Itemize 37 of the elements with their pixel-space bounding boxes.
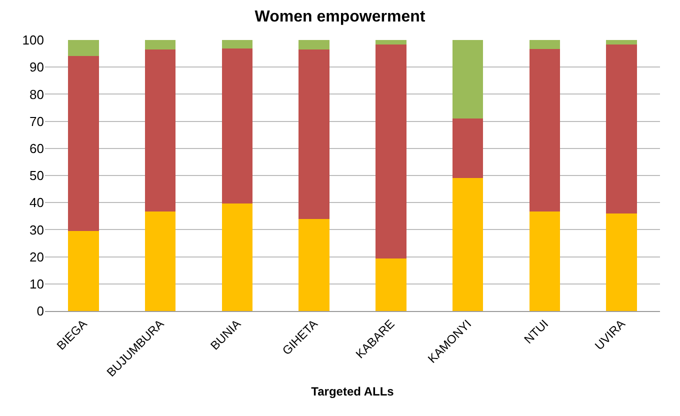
bar — [222, 40, 253, 48]
bar — [222, 48, 253, 204]
y-tick-label: 100 — [22, 32, 44, 48]
bar — [68, 56, 99, 232]
y-tick-label: 10 — [30, 276, 44, 292]
y-tick-label: 80 — [30, 86, 44, 102]
y-tick-label: 70 — [30, 114, 44, 129]
bar — [606, 214, 637, 311]
bar — [298, 49, 330, 220]
y-tick-label: 30 — [30, 222, 44, 238]
chart-title: Women empowerment — [254, 8, 426, 26]
bar — [222, 203, 253, 311]
y-tick-label: 50 — [30, 168, 44, 184]
bar — [606, 44, 637, 214]
y-tick-label: 20 — [30, 249, 44, 264]
bar — [529, 212, 560, 311]
bar — [452, 40, 484, 119]
bar — [529, 40, 560, 50]
bar — [529, 49, 560, 212]
bar — [68, 40, 99, 56]
y-tick-label: 0 — [36, 304, 44, 319]
bar — [298, 219, 330, 311]
y-tick-label: 40 — [30, 195, 44, 210]
bar — [298, 40, 330, 50]
y-tick-label: 60 — [30, 140, 44, 156]
bar — [452, 118, 484, 178]
bar — [376, 258, 406, 311]
x-axis-title: Targeted ALLs — [311, 384, 394, 398]
bar — [376, 44, 406, 259]
bar — [606, 40, 637, 44]
bar — [68, 231, 99, 311]
bar — [144, 40, 176, 50]
bar — [144, 212, 176, 311]
y-tick-label: 90 — [30, 60, 44, 75]
bar — [452, 178, 484, 311]
bar — [144, 49, 176, 212]
bar — [376, 40, 406, 44]
